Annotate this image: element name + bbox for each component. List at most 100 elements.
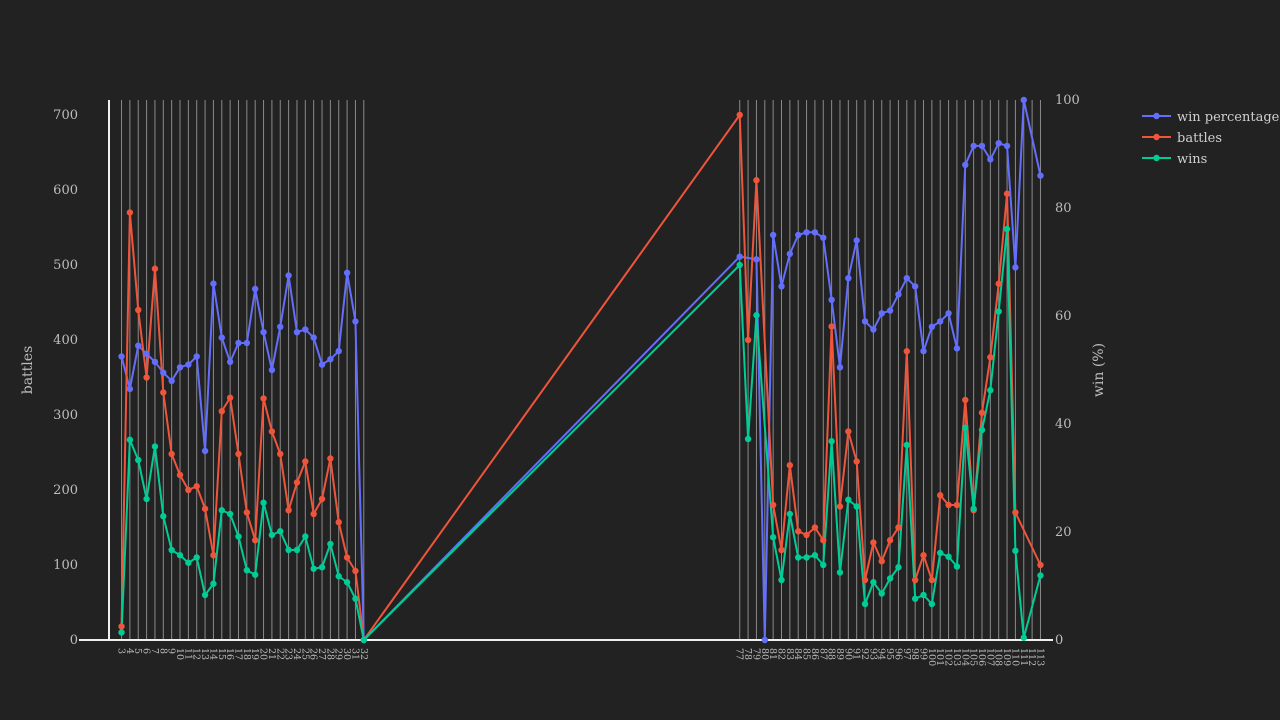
data-point [143, 350, 150, 357]
x-tick-label: 12 [191, 648, 202, 660]
data-point [911, 595, 919, 602]
data-point [343, 579, 351, 586]
data-point [251, 285, 259, 293]
x-tick-label: 21 [266, 648, 277, 660]
data-point [218, 408, 225, 415]
x-tick-label: 30 [341, 648, 352, 660]
data-point [168, 450, 175, 458]
data-point [803, 531, 810, 539]
data-point [210, 552, 217, 559]
data-point [978, 142, 986, 150]
data-point [911, 576, 919, 584]
legend-swatch-marker [1153, 133, 1160, 141]
x-tick-label: 22 [274, 648, 285, 660]
data-point [193, 353, 200, 360]
data-point [1003, 190, 1011, 197]
x-tick-label: 32 [358, 648, 369, 660]
data-point [318, 564, 326, 571]
data-point [1037, 561, 1044, 569]
data-point [210, 280, 217, 287]
data-point [126, 385, 134, 393]
data-point [285, 272, 292, 279]
data-point [185, 486, 192, 494]
data-point [870, 539, 877, 546]
data-point [987, 354, 994, 361]
data-point [978, 409, 986, 416]
data-point [761, 636, 768, 644]
data-point [1020, 96, 1027, 104]
data-point [795, 528, 802, 535]
data-point [970, 142, 977, 150]
data-point [118, 353, 125, 360]
data-point [201, 505, 209, 512]
data-point [820, 561, 827, 569]
data-point [327, 540, 334, 548]
data-point [920, 591, 927, 599]
x-tick-label: 101 [934, 648, 945, 666]
data-point [352, 318, 359, 325]
x-tick-label: 82 [775, 648, 786, 660]
data-point [962, 161, 969, 168]
legend[interactable]: win percentage battles wins [1142, 110, 1280, 167]
x-tick-label: 78 [742, 648, 753, 660]
data-point [302, 533, 309, 540]
data-point [828, 323, 835, 330]
series-line [120, 114, 1042, 641]
x-tick-label: 4 [124, 648, 135, 654]
data-point [268, 531, 276, 539]
data-point [343, 554, 351, 561]
data-point [185, 361, 192, 368]
data-point [160, 389, 167, 396]
x-tick-label: 19 [249, 648, 260, 660]
data-point [168, 377, 175, 384]
x-tick-label: 107 [984, 648, 995, 666]
data-point [886, 307, 894, 314]
x-tick-label: 15 [216, 648, 227, 660]
data-point [937, 492, 944, 499]
x-tick-label: 91 [851, 648, 862, 660]
x-tick-label: 80 [759, 648, 770, 660]
legend-swatch-marker [1153, 154, 1160, 162]
data-point [176, 552, 184, 559]
x-tick-label: 18 [241, 648, 252, 660]
x-tick-label: 3 [116, 648, 127, 654]
data-point [803, 554, 810, 561]
y-tick-label: 0 [70, 633, 78, 648]
data-point [937, 549, 944, 557]
x-tick-label: 17 [232, 648, 243, 660]
data-point [828, 438, 835, 445]
data-point [853, 503, 860, 510]
x-tick-label: 20 [258, 648, 269, 660]
data-point [335, 573, 342, 580]
data-point [886, 537, 894, 544]
x-tick-label: 90 [842, 648, 853, 660]
data-point [251, 537, 259, 544]
data-point [845, 275, 852, 282]
data-point [736, 253, 743, 260]
data-point [343, 269, 351, 276]
legend-item-label: win percentage [1177, 110, 1280, 125]
data-point [953, 345, 961, 352]
y-tick-label: 200 [53, 483, 78, 498]
data-point [786, 510, 794, 518]
data-point [143, 374, 150, 381]
data-point [769, 501, 777, 509]
data-point [268, 366, 276, 374]
data-point [995, 280, 1002, 287]
x-tick-label: 108 [993, 648, 1004, 666]
data-point [277, 450, 284, 458]
data-point [786, 462, 794, 469]
data-point [151, 265, 159, 272]
x-tick-label: 102 [943, 648, 954, 666]
x-tick-label: 111 [1018, 648, 1029, 666]
data-point [769, 231, 777, 239]
data-point [176, 471, 184, 479]
x-tick-label: 97 [901, 648, 912, 660]
x-tick-label: 89 [834, 648, 845, 660]
data-point [243, 567, 251, 574]
data-point [886, 575, 894, 582]
data-point [285, 546, 292, 554]
x-tick-label: 31 [349, 648, 360, 660]
data-point [310, 565, 317, 572]
x-tick-label: 110 [1009, 648, 1020, 666]
